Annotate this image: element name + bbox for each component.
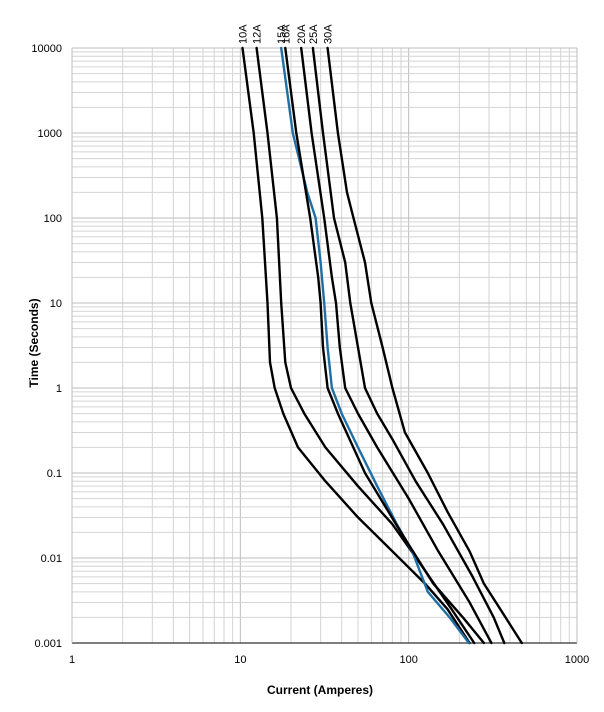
x-tick-label: 1: [69, 654, 75, 666]
series-label-15a: 15A: [276, 24, 288, 44]
y-tick-label: 10000: [31, 43, 62, 55]
series-label-10a: 10A: [238, 24, 250, 44]
series-line-30a: [326, 46, 523, 645]
series-label-30a: 30A: [323, 24, 335, 44]
series-label-25a: 25A: [308, 24, 320, 44]
x-tick-labels: 1 10 100 1000: [69, 654, 589, 666]
x-tick-label: 100: [399, 654, 417, 666]
series-label-20a: 20A: [296, 24, 308, 44]
plot-frame: [71, 47, 578, 644]
y-tick-label: 10: [50, 298, 62, 310]
series-line-20a: [300, 46, 493, 645]
y-tick-label: 0.1: [47, 468, 62, 480]
y-tick-label: 1000: [38, 128, 62, 140]
series-line-10a: [241, 46, 471, 645]
grid: [71, 48, 577, 644]
series-group: [241, 46, 523, 645]
y-tick-label: 100: [44, 213, 62, 225]
y-tick-labels: 0.001 0.01 0.1 1 10 100 1000 10000: [31, 43, 62, 650]
x-tick-label: 1000: [565, 654, 589, 666]
y-tick-label: 1: [56, 383, 62, 395]
x-tick-label: 10: [234, 654, 246, 666]
series-line-16a: [284, 46, 486, 645]
x-axis-title: Current (Amperes): [267, 683, 373, 697]
series-label-12a: 12A: [252, 24, 264, 44]
series-line-25a: [311, 46, 506, 645]
y-tick-label: 0.001: [34, 638, 62, 650]
y-tick-label: 0.01: [41, 553, 62, 565]
y-axis-title: Time (Seconds): [27, 298, 41, 387]
series-line-15a: [280, 46, 471, 645]
series-label-16a: 16A: [280, 24, 292, 44]
